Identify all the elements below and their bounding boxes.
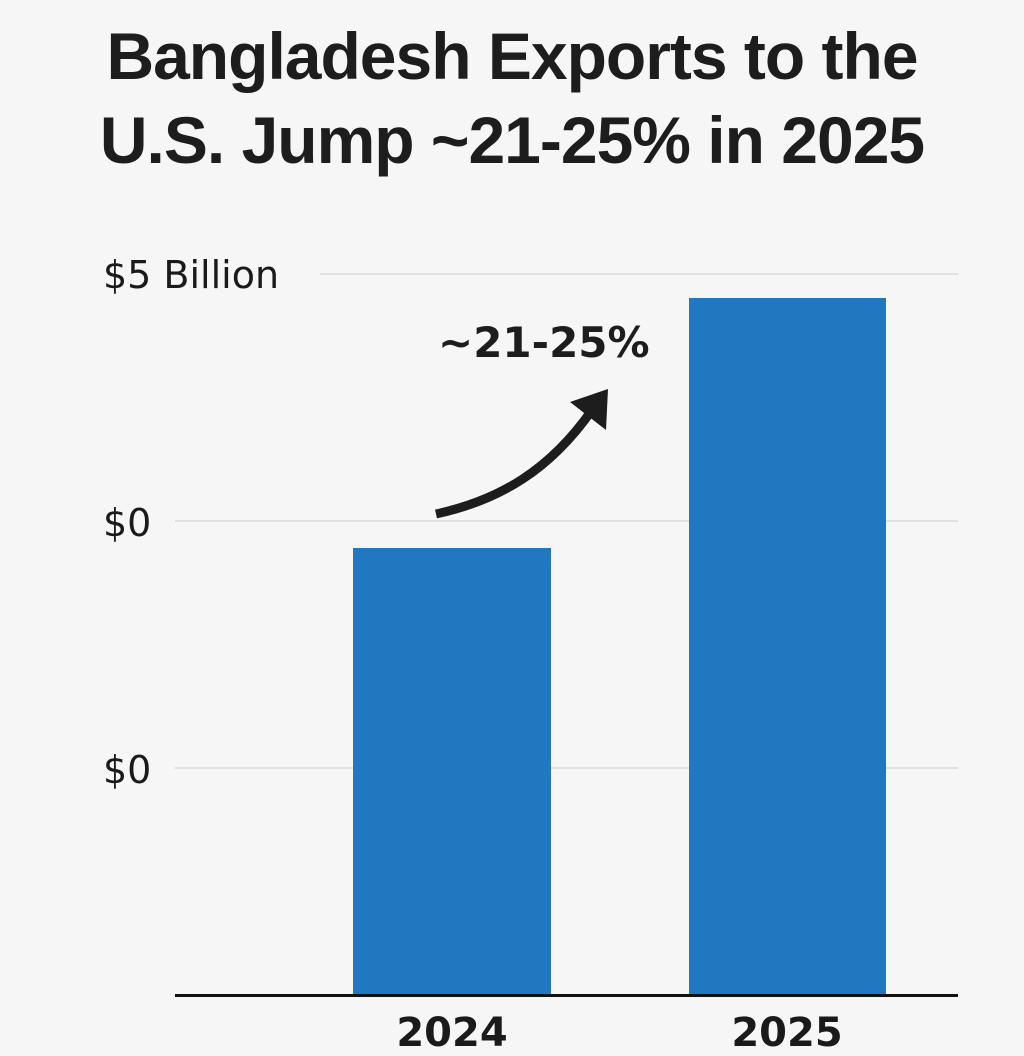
growth-arrow-icon: [435, 389, 608, 519]
bar-2025: [689, 298, 886, 995]
y-tick-label-middle: $0: [103, 501, 152, 545]
chart-title-line-2: U.S. Jump ~21-25% in 2025: [99, 103, 925, 177]
x-tick-label-2024: 2024: [396, 1010, 508, 1056]
chart-title: Bangladesh Exports to the U.S. Jump ~21-…: [0, 14, 1024, 182]
chart-title-line-1: Bangladesh Exports to the: [106, 19, 918, 93]
gridline-top: [320, 273, 958, 275]
y-tick-label-lower: $0: [103, 748, 152, 792]
gridline-lower: [175, 767, 958, 769]
y-tick-label-top: $5 Billion: [103, 253, 280, 297]
growth-annotation-label: ~21-25%: [438, 318, 650, 367]
x-tick-label-2025: 2025: [731, 1010, 843, 1056]
x-axis-line: [175, 994, 958, 997]
bar-2024: [353, 548, 551, 995]
gridline-middle: [175, 520, 958, 522]
